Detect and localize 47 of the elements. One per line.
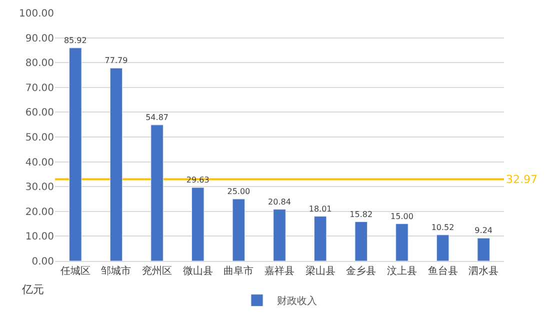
bar — [477, 238, 490, 261]
x-tick-label: 兖州区 — [142, 265, 172, 277]
y-tick-label: 50.00 — [25, 132, 54, 144]
bar — [110, 68, 123, 261]
x-tick-label: 汶上县 — [386, 265, 417, 277]
data-label: 9.24 — [474, 226, 492, 236]
x-tick-label: 嘉祥县 — [264, 265, 294, 277]
y-tick-label: 40.00 — [25, 157, 54, 168]
bar — [354, 222, 368, 261]
data-label: 29.63 — [186, 176, 210, 185]
y-axis-title: 亿元 — [21, 283, 44, 296]
data-label: 25.00 — [227, 187, 250, 196]
bar — [150, 124, 164, 261]
data-label: 85.92 — [64, 36, 87, 45]
data-label: 10.52 — [431, 222, 454, 232]
y-tick-label: 0.00 — [32, 256, 54, 268]
ref-line-label: 32.97 — [506, 173, 538, 186]
y-tick-label: 100.00 — [19, 8, 54, 20]
x-tick-label: 微山县 — [182, 265, 213, 277]
data-label: 18.01 — [308, 204, 332, 214]
y-tick-label: 90.00 — [25, 33, 54, 44]
x-tick-label: 金乡县 — [346, 265, 376, 277]
y-tick-label: 10.00 — [25, 232, 54, 243]
legend-label: 财政收入 — [277, 295, 317, 308]
bar — [396, 224, 408, 261]
x-tick-label: 任城区 — [59, 265, 90, 277]
data-label: 54.87 — [146, 112, 168, 122]
y-tick-label: 20.00 — [25, 206, 54, 218]
y-tick-label: 80.00 — [25, 58, 54, 70]
bar — [314, 216, 327, 261]
x-tick-label: 曲阜市 — [224, 265, 254, 277]
bar — [273, 209, 286, 261]
y-tick-label: 30.00 — [25, 182, 54, 194]
bar — [436, 234, 450, 261]
data-label: 20.84 — [268, 197, 291, 206]
x-tick-label: 鱼台县 — [428, 265, 458, 277]
x-tick-label: 梁山县 — [305, 265, 336, 277]
bar — [191, 187, 204, 261]
data-label: 15.00 — [390, 212, 414, 221]
x-tick-label: 泗水县 — [468, 265, 499, 277]
data-label: 77.79 — [104, 56, 128, 66]
data-label: 15.82 — [350, 210, 373, 219]
x-tick-label: 邹城市 — [101, 265, 132, 277]
bar — [69, 48, 82, 261]
y-tick-label: 60.00 — [25, 108, 54, 119]
bar — [232, 198, 246, 261]
y-tick-label: 70.00 — [25, 82, 54, 94]
